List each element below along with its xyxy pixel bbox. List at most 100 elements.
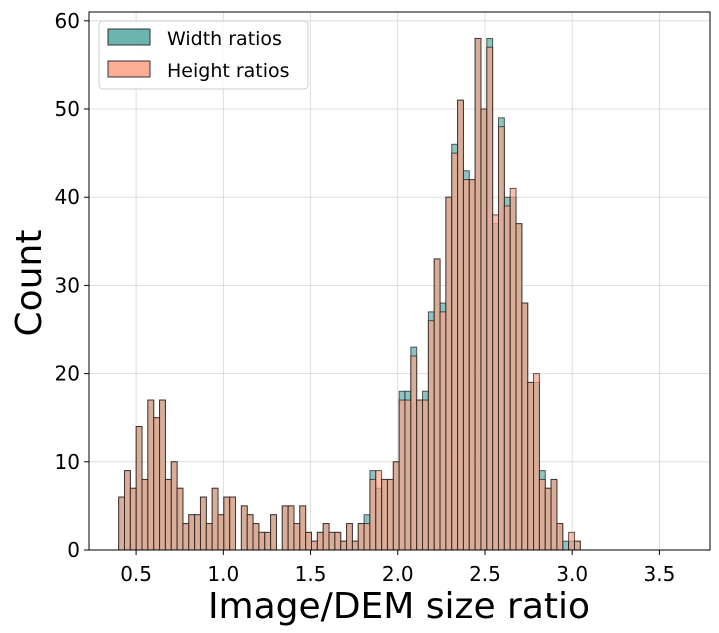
bar-height-ratios [264,531,272,551]
bar-height-ratios [246,514,254,551]
y-tick-label: 60 [55,9,80,33]
bar-height-ratios [480,108,488,551]
bar-height-ratios [445,196,453,551]
y-tick-label: 10 [55,450,80,474]
y-axis-title: Count [9,230,50,337]
bar-height-ratios [404,399,412,551]
bar-height-ratios [527,381,535,551]
bar-height-ratios [439,311,447,551]
legend: Width ratios Height ratios [98,20,309,90]
bar-height-ratios [240,505,248,551]
bar-height-ratios [205,523,213,551]
bar-height-ratios [316,531,324,551]
legend-swatch-width-ratios [107,28,151,46]
bar-height-ratios [129,487,137,551]
bar-height-ratios [462,179,470,551]
legend-label-width-ratios: Width ratios [167,28,282,50]
bar-height-ratios [392,461,400,551]
x-axis-title: Image/DEM size ratio [208,586,590,627]
x-tick-label: 1.5 [295,562,327,586]
bar-height-ratios [497,126,505,551]
bar-height-ratios [468,179,476,551]
y-tick-label: 20 [55,362,80,386]
x-axis: 0.5 1.0 1.5 2.0 2.5 3.0 3.5 [120,550,675,586]
x-tick-label: 3.5 [644,562,676,586]
bar-height-ratios [433,258,441,551]
y-tick-label: 40 [55,185,80,209]
bar-height-ratios [503,205,511,551]
bar-height-ratios [416,399,424,551]
bar-height-ratios [386,478,394,551]
bar-height-ratios [357,523,365,551]
bar-height-ratios [182,523,190,551]
bar-height-ratios [427,320,435,551]
bar-height-ratios [170,461,178,551]
bar-height-ratios [299,505,307,551]
bar-height-ratios [533,373,540,551]
bar-height-ratios [164,478,172,551]
bar-height-ratios [176,487,184,551]
bar-height-ratios [451,152,459,551]
bar-height-ratios [293,523,301,551]
bar-height-ratios [334,531,342,551]
bar-height-ratios [258,531,266,551]
bar-height-ratios [188,514,196,551]
y-tick-label: 30 [55,273,80,297]
bar-height-ratios [457,99,464,551]
bar-height-ratios [538,478,546,551]
bar-height-ratios [159,399,166,551]
series-height-ratios [118,37,581,551]
bar-height-ratios [281,505,289,551]
x-tick-label: 0.5 [120,562,152,586]
bar-height-ratios [375,470,383,551]
bar-height-ratios [398,399,406,551]
x-tick-label: 1.0 [207,562,239,586]
legend-swatch-height-ratios [107,60,151,78]
bar-height-ratios [310,540,318,551]
bar-height-ratios [229,496,237,551]
bar-height-ratios [573,540,581,551]
bar-height-ratios [410,355,418,551]
bar-height-ratios [363,523,371,551]
bar-height-ratios [223,496,231,551]
bar-height-ratios [369,478,377,551]
y-tick-label: 50 [55,97,80,121]
bar-height-ratios [305,531,312,551]
bar-height-ratios [492,214,499,551]
bar-height-ratios [211,487,219,551]
bar-width-ratios [562,540,570,551]
bar-height-ratios [340,540,348,551]
bar-height-ratios [287,505,295,551]
bar-height-ratios [123,470,131,551]
bar-height-ratios [328,531,336,551]
bar-height-ratios [351,540,359,551]
bar-height-ratios [194,514,201,551]
bar-height-ratios [270,514,277,551]
y-tick-label: 0 [67,538,80,562]
bar-height-ratios [322,523,330,551]
bar-height-ratios [515,223,523,551]
bar-height-ratios [509,187,517,551]
legend-label-height-ratios: Height ratios [167,60,290,82]
bar-height-ratios [252,523,260,551]
bar-height-ratios [556,523,564,551]
bar-height-ratios [474,37,482,551]
x-tick-label: 3.0 [556,562,588,586]
bar-height-ratios [381,478,388,551]
bar-height-ratios [118,496,125,551]
bar-height-ratios [199,496,207,551]
legend-box [98,20,309,90]
y-axis: 0 10 20 30 40 50 60 [55,9,89,562]
x-tick-label: 2.0 [382,562,414,586]
histogram-bars [118,37,581,551]
bar-height-ratios [217,514,225,551]
bar-height-ratios [550,478,558,551]
bar-height-ratios [486,46,494,551]
plot-frame [88,11,711,551]
x-tick-label: 2.5 [469,562,501,586]
bar-height-ratios [135,426,143,551]
bar-height-ratios [346,523,353,551]
bar-height-ratios [521,302,529,551]
bar-height-ratios [544,487,552,551]
